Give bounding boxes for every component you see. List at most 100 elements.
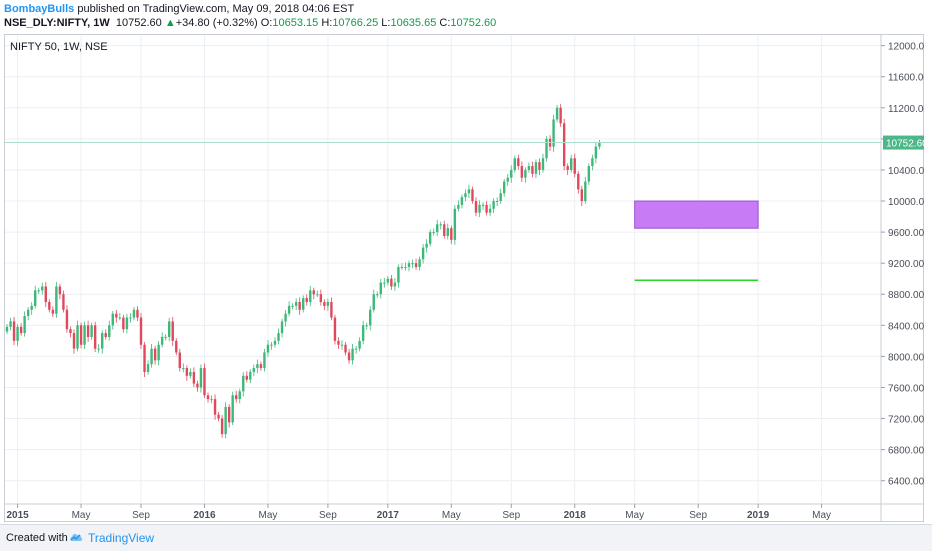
candle-body (534, 162, 538, 174)
candle-body (62, 294, 65, 310)
candle-body (23, 316, 26, 334)
candle-body (287, 305, 291, 314)
high-value: 10766.25 (332, 17, 379, 29)
candle-body (305, 298, 308, 303)
candle-body (570, 158, 573, 170)
candle-body (418, 259, 421, 268)
drawings (4, 142, 881, 282)
candle-body (139, 317, 143, 345)
x-tick-label: 2015 (6, 510, 29, 521)
candle-body (372, 294, 375, 310)
candle-body (136, 309, 139, 318)
candle-body (330, 302, 333, 318)
candle-body (531, 166, 534, 174)
candle-body (591, 158, 594, 167)
candle-body (44, 286, 47, 303)
candle-body (146, 364, 150, 372)
x-tick-label: 2017 (377, 510, 400, 521)
candle-body (365, 325, 368, 327)
y-tick-label: 9200.00 (888, 259, 924, 270)
candle-body (284, 313, 287, 322)
candle-body (101, 333, 104, 349)
candle-body (393, 282, 397, 287)
candle-body (199, 368, 203, 388)
candle-body (171, 321, 174, 341)
x-tick-label: 2019 (747, 510, 770, 521)
last-price: 10752.60 (115, 17, 162, 29)
high-label: H: (321, 17, 333, 29)
candle-body (256, 364, 259, 369)
tradingview-brand-link[interactable]: TradingView (88, 531, 155, 545)
candle-body (5, 326, 9, 332)
candle-body (48, 302, 51, 310)
close-value: 10752.60 (450, 17, 497, 29)
tradingview-cloud-icon (70, 533, 83, 541)
candle-body (143, 344, 146, 372)
candle-body (277, 333, 280, 341)
y-tick-label: 7200.00 (888, 415, 924, 426)
candle-body (347, 352, 351, 361)
created-with-text: Created with (6, 532, 68, 544)
candle-body (203, 368, 206, 396)
candle-body (340, 344, 344, 346)
candle-body (263, 352, 266, 369)
candle-body (41, 286, 44, 291)
candle-body (376, 294, 379, 296)
candle-body (192, 371, 196, 384)
x-tick-label: May (258, 510, 277, 521)
candle-body (545, 138, 548, 159)
candle-body (421, 247, 425, 260)
y-tick-label: 8400.00 (888, 321, 924, 332)
candle-body (573, 158, 576, 174)
candle-body (206, 395, 210, 400)
publish-info: BombayBulls published on TradingView.com… (4, 3, 354, 15)
candle-body (245, 375, 248, 380)
candle-body (108, 325, 111, 337)
candle-body (450, 228, 453, 240)
candle-body (323, 302, 326, 306)
candle-body (238, 391, 241, 400)
candle-body (425, 243, 428, 248)
candle-body (485, 204, 488, 213)
candle-body (150, 348, 153, 365)
candle-body (319, 294, 323, 303)
candle-body (291, 305, 294, 307)
symbol-name: NSE_DLY:NIFTY, 1W (4, 17, 110, 29)
x-tick-label: 2018 (564, 510, 587, 521)
candle-body (217, 414, 220, 419)
candle-body (506, 177, 509, 182)
candlestick-chart[interactable]: 6400.00 6800.00 7200.00 7600.00 8000.00 8400.… (4, 34, 930, 522)
candle-body (111, 313, 114, 326)
candle-body (499, 193, 502, 202)
candle-body (333, 317, 337, 341)
candle-body (76, 325, 79, 349)
y-tick-label: 10400.00 (888, 166, 924, 177)
candle-body (210, 399, 213, 401)
candles (5, 104, 601, 439)
chart-panel[interactable]: 6400.00 6800.00 7200.00 7600.00 8000.00 8400.… (4, 34, 930, 522)
candle-body (153, 348, 157, 361)
candle-body (414, 263, 418, 268)
candle-body (457, 204, 460, 209)
candle-body (115, 313, 118, 318)
y-tick-label: 11200.00 (888, 104, 924, 115)
close-label: C: (439, 17, 451, 29)
candle-body (97, 348, 100, 350)
candle-body (520, 166, 524, 178)
candle-body (524, 169, 527, 178)
candle-body (443, 224, 446, 236)
candle-body (259, 364, 263, 369)
candle-body (555, 107, 559, 120)
x-tick-label: May (625, 510, 644, 521)
candle-body (316, 294, 319, 296)
candle-body (446, 228, 449, 236)
footer-bar: Created with TradingView (0, 524, 932, 551)
candle-body (436, 224, 439, 233)
candle-body (478, 204, 481, 213)
candle-body (227, 406, 231, 423)
author-link[interactable]: BombayBulls (4, 3, 75, 15)
candle-body (351, 348, 354, 361)
candle-body (16, 326, 19, 341)
open-value: 10653.15 (272, 17, 319, 29)
candle-body (562, 123, 566, 167)
